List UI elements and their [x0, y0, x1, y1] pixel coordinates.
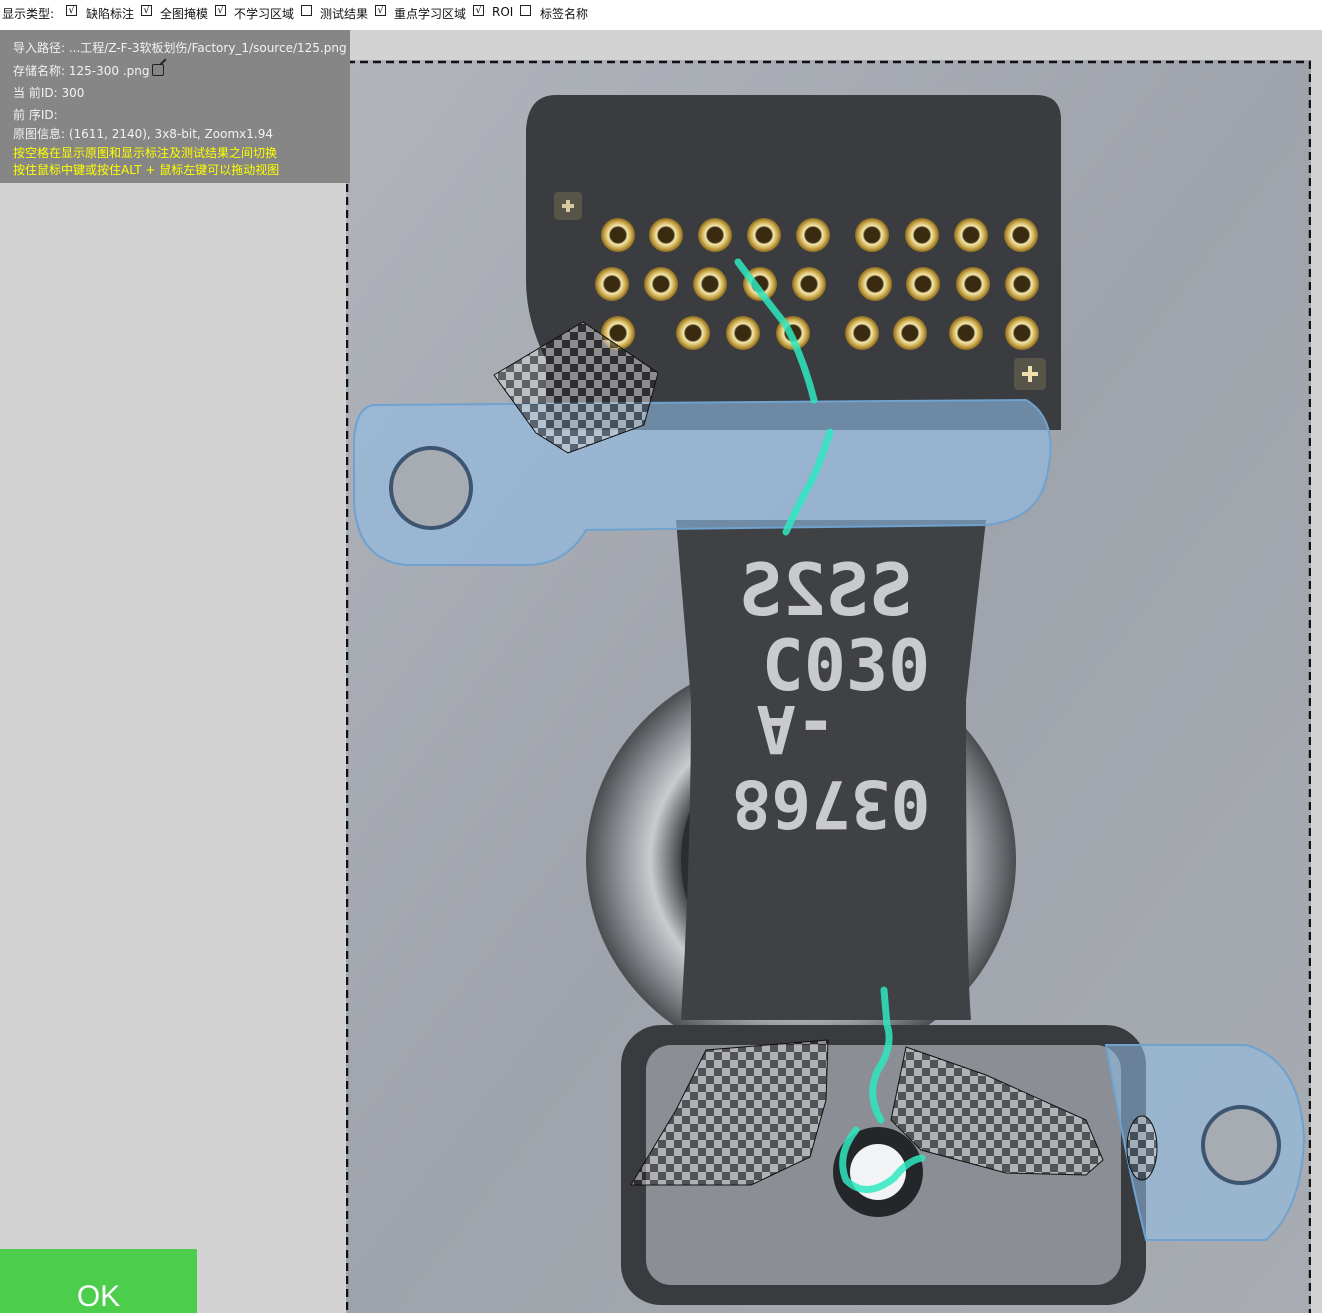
display-type-label: 显示类型:	[2, 7, 55, 21]
option-focus-learn-region[interactable]: 重点学习区域	[394, 7, 467, 21]
current-id: 当 前ID: 300	[13, 86, 85, 100]
option-roi[interactable]: ROI	[492, 5, 514, 19]
image-view[interactable]: SS2S C030 -A 03768	[346, 60, 1311, 1313]
gold-pad	[1005, 316, 1039, 350]
gold-pad	[649, 218, 683, 252]
top-bracket-hole	[389, 446, 473, 530]
ok-button[interactable]: OK	[0, 1249, 197, 1313]
save-name-row: 存储名称: 125-300 .png	[13, 62, 165, 79]
image-canvas[interactable]: SS2S C030 -A 03768	[346, 60, 1311, 1313]
gold-pad	[949, 316, 983, 350]
gold-pad	[796, 218, 830, 252]
gold-pad	[726, 316, 760, 350]
option-defect-label[interactable]: 缺陷标注	[86, 7, 135, 21]
gold-pad	[954, 218, 988, 252]
plus-marker-top-left	[554, 192, 582, 220]
edit-icon[interactable]	[152, 64, 165, 76]
gold-pad	[747, 218, 781, 252]
flex-cable	[676, 520, 986, 1020]
save-name: 存储名称: 125-300 .png	[13, 64, 150, 78]
gold-pad	[595, 267, 629, 301]
top-blue-bracket	[353, 398, 1052, 566]
gold-pad	[601, 218, 635, 252]
hint-drag-view: 按住鼠标中键或按住ALT + 鼠标左键可以拖动视图	[13, 163, 280, 177]
gold-pad	[905, 218, 939, 252]
option-no-learn-region[interactable]: 不学习区域	[234, 7, 295, 21]
cable-text-line-2: C030	[762, 625, 931, 707]
gold-pad	[792, 267, 826, 301]
gold-pad	[1004, 218, 1038, 252]
checkbox-focus-learn-region[interactable]: √	[375, 5, 386, 16]
defect-scratch-lower[interactable]	[869, 986, 893, 1124]
display-type-toolbar: 显示类型: √ 缺陷标注 √ 全图掩模 √ 不学习区域 测试结果 √ 重点学习区…	[0, 0, 1322, 30]
cable-text-line-3: -A	[756, 690, 835, 767]
no-learn-region-small[interactable]	[1126, 1115, 1158, 1181]
cable-text-line-4: 03768	[732, 765, 931, 842]
checkbox-test-result[interactable]	[301, 5, 312, 16]
cable-text-line-1: SS2S	[739, 548, 912, 632]
gold-pad	[644, 267, 678, 301]
no-learn-region-bottom-right[interactable]	[890, 1046, 1104, 1176]
image-info: 原图信息: (1611, 2140), 3x8-bit, Zoomx1.94	[13, 127, 273, 141]
gold-pad-array	[595, 218, 1039, 350]
gold-pad	[698, 218, 732, 252]
option-label-name[interactable]: 标签名称	[540, 7, 589, 21]
no-learn-region-bottom-left[interactable]	[630, 1039, 829, 1186]
bottom-bracket-hole	[1201, 1105, 1281, 1185]
gold-pad	[858, 267, 892, 301]
gold-pad	[845, 316, 879, 350]
checkbox-full-mask[interactable]: √	[141, 5, 152, 16]
defect-annotations[interactable]	[734, 258, 926, 1193]
no-learn-region-top[interactable]	[493, 321, 659, 454]
defect-scratch-upper[interactable]	[734, 258, 818, 404]
checkbox-label-name[interactable]	[520, 5, 531, 16]
plus-marker-right	[1014, 358, 1046, 390]
option-full-mask[interactable]: 全图掩模	[160, 7, 209, 21]
gold-pad	[1005, 267, 1039, 301]
prev-id: 前 序ID:	[13, 108, 58, 122]
option-test-result[interactable]: 测试结果	[320, 7, 369, 21]
roi-border[interactable]	[346, 60, 1311, 1313]
image-info-panel: 导入路径: ...工程/Z-F-3软板划伤/Factory_1/source/1…	[0, 30, 350, 183]
gold-pad	[676, 316, 710, 350]
import-path: 导入路径: ...工程/Z-F-3软板划伤/Factory_1/source/1…	[13, 41, 347, 55]
checkbox-defect-label[interactable]: √	[66, 5, 77, 16]
defect-scratch-middle[interactable]	[782, 428, 834, 536]
checkbox-no-learn-region[interactable]: √	[215, 5, 226, 16]
top-connector-block	[526, 95, 1061, 430]
gold-pad	[906, 267, 940, 301]
cable-print: SS2S C030 -A 03768	[732, 548, 931, 842]
gold-pad	[893, 316, 927, 350]
checkbox-roi[interactable]: √	[473, 5, 484, 16]
defect-scratch-screw[interactable]	[839, 1126, 926, 1193]
hint-space-toggle: 按空格在显示原图和显示标注及测试结果之间切换	[13, 146, 278, 160]
gold-pad	[855, 218, 889, 252]
gold-pad	[693, 267, 727, 301]
gold-pad	[956, 267, 990, 301]
